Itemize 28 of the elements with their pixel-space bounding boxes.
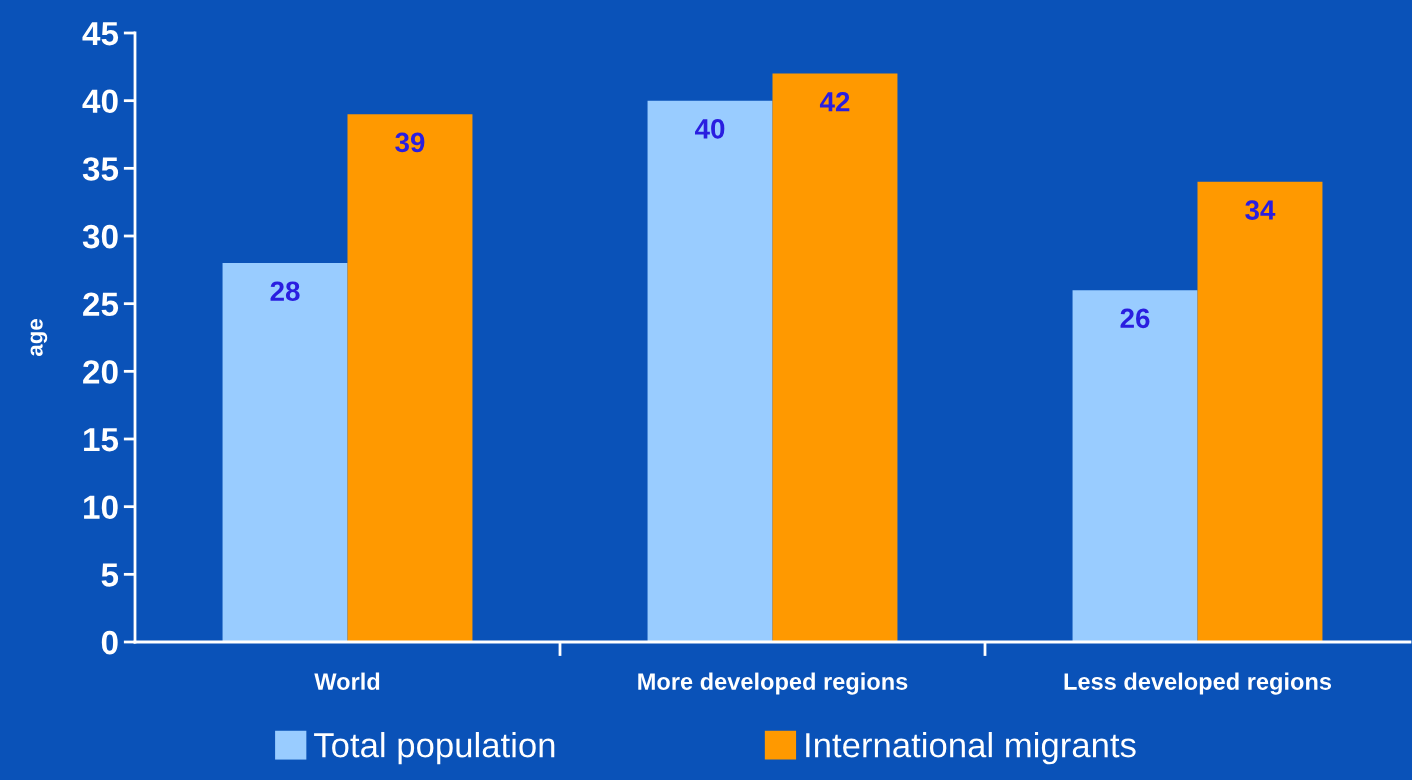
bar (1197, 181, 1323, 642)
y-tick-label: 40 (82, 89, 118, 114)
bar (347, 114, 473, 642)
data-label: 40 (695, 119, 725, 139)
y-tick-label: 10 (84, 495, 118, 520)
y-axis-title: age (30, 319, 48, 356)
y-tick-label: 30 (82, 224, 118, 249)
y-tick-label: 35 (82, 157, 119, 181)
data-label: 42 (819, 91, 850, 112)
bar (222, 263, 348, 642)
x-tick-label: Less developed regions (1064, 672, 1332, 695)
y-tick-label: 5 (101, 563, 119, 587)
bar (1072, 290, 1198, 642)
y-tick-label: 0 (101, 630, 118, 655)
bar (647, 100, 773, 642)
bar (772, 73, 898, 642)
y-tick-label: 15 (84, 428, 119, 452)
y-tick-label: 45 (82, 22, 119, 46)
data-label: 39 (395, 132, 425, 153)
data-label: 28 (270, 281, 300, 302)
x-tick-label: More developed regions (638, 672, 908, 695)
data-label: 34 (1245, 200, 1276, 220)
x-tick-label: World (314, 672, 380, 690)
y-tick-label: 20 (83, 360, 118, 384)
data-label: 26 (1120, 308, 1150, 329)
legend-label: Total population (314, 731, 555, 765)
legend-label: International migrants (806, 731, 1136, 765)
y-tick-label: 25 (83, 292, 119, 317)
